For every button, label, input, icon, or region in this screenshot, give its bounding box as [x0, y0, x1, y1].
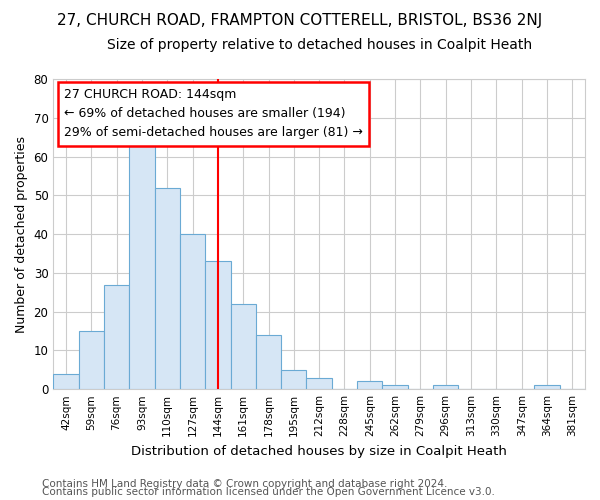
Bar — [129, 145, 155, 389]
Bar — [382, 386, 408, 389]
Bar — [155, 188, 180, 389]
Bar — [307, 378, 332, 389]
Bar — [53, 374, 79, 389]
Bar — [281, 370, 307, 389]
Bar — [433, 386, 458, 389]
Text: Contains public sector information licensed under the Open Government Licence v3: Contains public sector information licen… — [42, 487, 495, 497]
Bar — [535, 386, 560, 389]
Bar — [230, 304, 256, 389]
Bar — [104, 284, 129, 389]
Text: 27, CHURCH ROAD, FRAMPTON COTTERELL, BRISTOL, BS36 2NJ: 27, CHURCH ROAD, FRAMPTON COTTERELL, BRI… — [58, 12, 542, 28]
Text: Contains HM Land Registry data © Crown copyright and database right 2024.: Contains HM Land Registry data © Crown c… — [42, 479, 448, 489]
X-axis label: Distribution of detached houses by size in Coalpit Heath: Distribution of detached houses by size … — [131, 444, 507, 458]
Y-axis label: Number of detached properties: Number of detached properties — [15, 136, 28, 332]
Title: Size of property relative to detached houses in Coalpit Heath: Size of property relative to detached ho… — [107, 38, 532, 52]
Bar — [205, 262, 230, 389]
Bar — [180, 234, 205, 389]
Bar — [357, 382, 382, 389]
Text: 27 CHURCH ROAD: 144sqm
← 69% of detached houses are smaller (194)
29% of semi-de: 27 CHURCH ROAD: 144sqm ← 69% of detached… — [64, 88, 363, 140]
Bar — [79, 331, 104, 389]
Bar — [256, 335, 281, 389]
